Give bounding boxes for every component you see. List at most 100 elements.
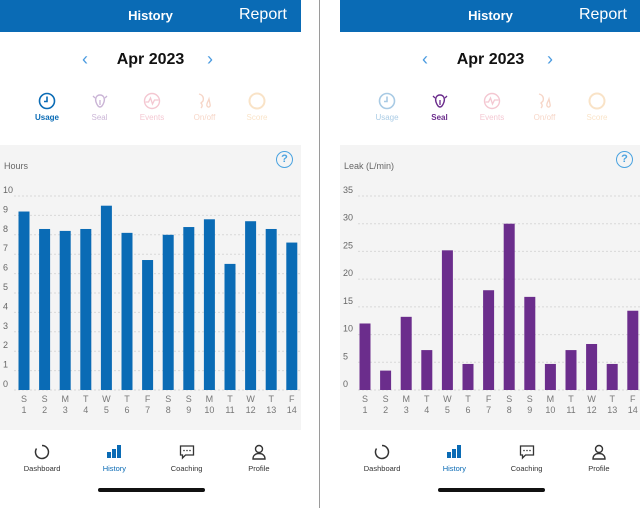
x-tick-date: 4 xyxy=(424,405,429,415)
bar[interactable] xyxy=(565,350,577,390)
bottom-nav: Dashboard History Coaching Profile xyxy=(0,444,301,473)
bar[interactable] xyxy=(627,310,639,390)
next-month-button[interactable]: › xyxy=(207,49,213,69)
nav-label: Dashboard xyxy=(363,464,401,473)
bar[interactable] xyxy=(203,219,215,390)
tab-onoff[interactable]: On/off xyxy=(180,92,230,122)
tab-onoff[interactable]: On/off xyxy=(520,92,570,122)
y-tick-label: 35 xyxy=(343,185,353,195)
x-tick-day: T xyxy=(227,394,233,404)
nav-profile[interactable]: Profile xyxy=(569,444,629,473)
x-tick-date: 6 xyxy=(124,405,129,415)
person-icon xyxy=(569,444,629,460)
x-tick-day: W xyxy=(587,394,596,404)
x-tick-day: S xyxy=(21,394,27,404)
tab-label: Seal xyxy=(431,113,448,122)
bar[interactable] xyxy=(400,316,412,390)
tab-score[interactable]: Score xyxy=(572,92,622,122)
tab-events[interactable]: Events xyxy=(127,92,177,122)
mask-seal-icon xyxy=(75,92,125,110)
nav-history[interactable]: History xyxy=(424,444,484,473)
x-tick-day: F xyxy=(486,394,492,404)
report-button[interactable]: Report xyxy=(238,6,287,23)
bar[interactable] xyxy=(606,363,618,390)
y-tick-label: 30 xyxy=(343,213,353,223)
bar[interactable] xyxy=(462,363,474,390)
x-tick-date: 9 xyxy=(186,405,191,415)
header-bar: History Report xyxy=(0,0,301,32)
bar[interactable] xyxy=(441,250,453,390)
nav-history[interactable]: History xyxy=(84,444,144,473)
bar[interactable] xyxy=(483,290,495,390)
bar[interactable] xyxy=(524,296,536,390)
nav-coaching[interactable]: Coaching xyxy=(497,444,557,473)
bar[interactable] xyxy=(142,260,154,390)
bar[interactable] xyxy=(162,234,174,390)
bar[interactable] xyxy=(380,370,392,390)
nav-label: Profile xyxy=(588,464,610,473)
nav-coaching[interactable]: Coaching xyxy=(157,444,217,473)
x-tick-date: 3 xyxy=(63,405,68,415)
prev-month-button[interactable]: ‹ xyxy=(82,49,88,69)
tab-usage[interactable]: Usage xyxy=(362,92,412,122)
tab-seal[interactable]: Seal xyxy=(415,92,465,122)
nav-label: History xyxy=(102,464,127,473)
x-tick-day: M xyxy=(61,394,69,404)
history-screen: History Report ‹ Apr 2023 › Usage Seal Eve… xyxy=(0,0,301,508)
page-title: History xyxy=(128,8,173,23)
bar[interactable] xyxy=(183,227,195,390)
x-tick-date: 12 xyxy=(246,405,256,415)
tab-events[interactable]: Events xyxy=(467,92,517,122)
x-tick-date: 8 xyxy=(166,405,171,415)
x-tick-day: F xyxy=(145,394,151,404)
bar[interactable] xyxy=(586,343,598,390)
bar[interactable] xyxy=(121,232,133,390)
bar[interactable] xyxy=(544,363,556,390)
report-button[interactable]: Report xyxy=(578,6,627,23)
bar[interactable] xyxy=(245,221,257,390)
tab-score[interactable]: Score xyxy=(232,92,282,122)
x-tick-date: 10 xyxy=(545,405,555,415)
help-icon[interactable]: ? xyxy=(276,151,293,168)
bar[interactable] xyxy=(59,230,71,390)
tab-seal[interactable]: Seal xyxy=(75,92,125,122)
tab-label: Usage xyxy=(34,113,59,122)
x-tick-date: 1 xyxy=(21,405,26,415)
y-tick-label: 0 xyxy=(343,379,348,389)
y-tick-label: 5 xyxy=(343,351,348,361)
person-icon xyxy=(229,444,289,460)
face-mask-icon xyxy=(180,92,230,110)
bar[interactable] xyxy=(503,223,515,390)
y-tick-label: 15 xyxy=(343,296,353,306)
bar[interactable] xyxy=(359,323,371,390)
bar-chart: 05101520253035S1S2M3T4W5T6F7S8S9M10T11W1… xyxy=(343,185,640,415)
y-tick-label: 1 xyxy=(3,360,8,370)
x-tick-day: W xyxy=(246,394,255,404)
tab-label: Score xyxy=(586,113,608,122)
x-tick-day: F xyxy=(289,394,295,404)
nav-dashboard[interactable]: Dashboard xyxy=(352,444,412,473)
nav-profile[interactable]: Profile xyxy=(229,444,289,473)
bar[interactable] xyxy=(39,228,51,390)
tab-usage[interactable]: Usage xyxy=(22,92,72,122)
bar[interactable] xyxy=(224,263,236,390)
bar[interactable] xyxy=(80,228,92,390)
bar[interactable] xyxy=(18,211,30,390)
y-tick-label: 9 xyxy=(3,204,8,214)
bar[interactable] xyxy=(421,350,433,390)
bar[interactable] xyxy=(100,205,112,390)
y-tick-label: 10 xyxy=(343,324,353,334)
nav-dashboard[interactable]: Dashboard xyxy=(12,444,72,473)
bar-chart: 012345678910S1S2M3T4W5T6F7S8S9M10T11W12T… xyxy=(3,185,301,415)
bar[interactable] xyxy=(265,228,277,390)
next-month-button[interactable]: › xyxy=(547,49,553,69)
x-tick-day: M xyxy=(402,394,410,404)
chat-icon xyxy=(497,444,557,460)
y-tick-label: 3 xyxy=(3,321,8,331)
x-tick-day: T xyxy=(465,394,471,404)
bar[interactable] xyxy=(286,242,298,390)
x-tick-day: M xyxy=(547,394,555,404)
help-icon[interactable]: ? xyxy=(616,151,633,168)
x-tick-date: 2 xyxy=(383,405,388,415)
prev-month-button[interactable]: ‹ xyxy=(422,49,428,69)
